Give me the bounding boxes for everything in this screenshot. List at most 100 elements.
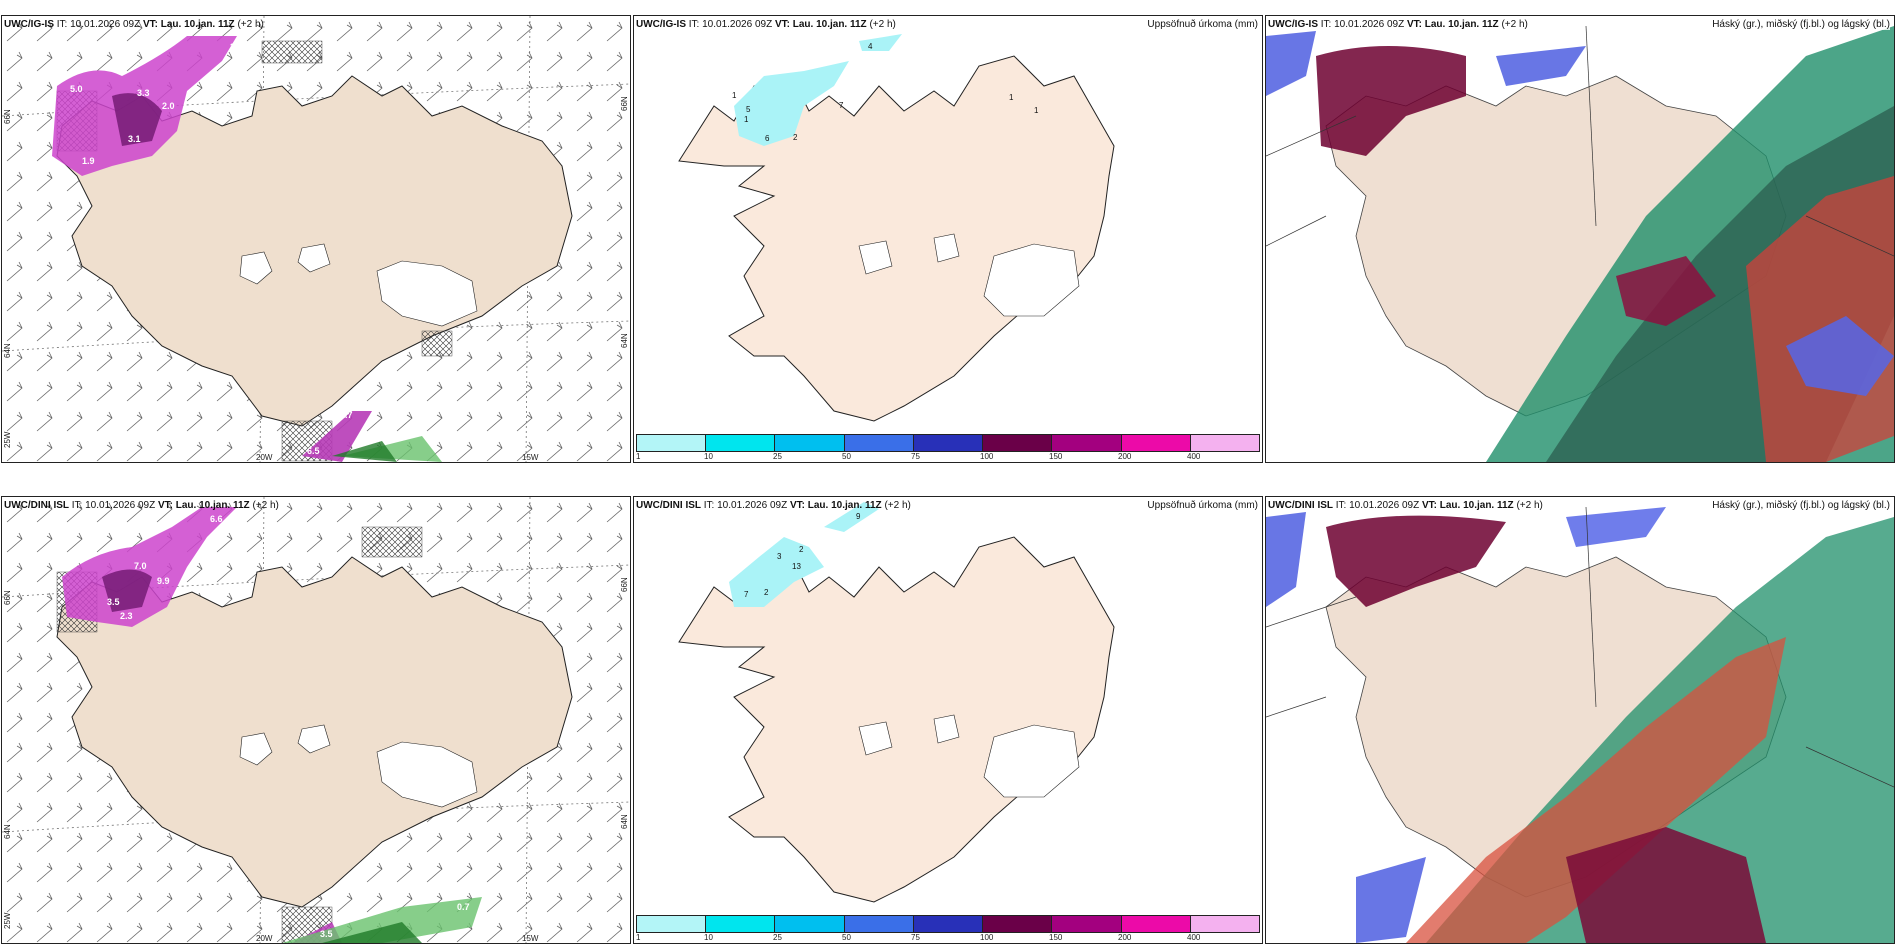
red-mid-cloud <box>1406 637 1786 943</box>
colorbar-segment <box>1121 435 1191 451</box>
panel-header: UWC/DINI ISL IT: 10.01.2026 09Z VT: Lau.… <box>636 500 911 511</box>
maroon-high-cloud <box>1316 46 1466 156</box>
glacier-hofsjokull <box>933 714 960 744</box>
glacier-langjokull <box>858 721 893 756</box>
colorbar-segment <box>1052 916 1122 932</box>
svg-text:6.6: 6.6 <box>210 514 223 524</box>
colorbar-label: 100 <box>980 933 994 942</box>
colorbar-label: 400 <box>1187 452 1201 461</box>
svg-text:1: 1 <box>744 115 749 124</box>
glacier-langjokull <box>239 251 273 285</box>
wind-speed-shading <box>62 507 482 943</box>
cloud-map <box>1266 16 1894 462</box>
glacier-langjokull <box>858 240 893 275</box>
svg-text:3.5: 3.5 <box>107 597 120 607</box>
colorbar-label: 1 <box>636 933 641 942</box>
admin-lines <box>1266 25 1894 257</box>
colorbar-segment <box>1052 435 1122 451</box>
panel-header: UWC/IG-IS IT: 10.01.2026 09Z VT: Lau. 10… <box>636 19 896 30</box>
svg-text:5.0: 5.0 <box>70 84 83 94</box>
glacier-vatnajokull <box>376 741 478 808</box>
cloud-title: Háský (gr.), miðský (fj.bl.) og lágský (… <box>1712 19 1890 30</box>
wind-speed-labels: 3.8 5.0 2.0 3.1 1.9 3.3 6.5 2.7 <box>70 42 353 456</box>
colorbar-segment <box>706 916 776 932</box>
glacier-hofsjokull <box>297 724 331 754</box>
colorbar-labels: 1 10 25 50 75 100 150 200 400 <box>636 933 1260 943</box>
blue-cloud-2 <box>1356 857 1426 943</box>
precip-map: 4 1 7 1 5 6 2 1 1 <box>678 34 1115 422</box>
svg-text:9: 9 <box>856 512 861 521</box>
panel-header: UWC/IG-IS IT: 10.01.2026 09Z VT: Lau. 10… <box>4 19 264 30</box>
glacier-hofsjokull <box>297 243 331 273</box>
glacier-vatnajokull <box>983 724 1080 798</box>
colorbar-label: 25 <box>773 933 782 942</box>
lat-label-66n-right: 66N <box>620 577 629 592</box>
precip-colorbar <box>636 434 1260 452</box>
blue-cloud <box>1266 31 1316 96</box>
svg-text:1: 1 <box>1034 106 1039 115</box>
colorbar-label: 75 <box>911 452 920 461</box>
precip-area-north <box>824 502 879 532</box>
colorbar-segment <box>706 435 776 451</box>
cloud-map-panel-row2: UWC/DINI ISL IT: 10.01.2026 09Z VT: Lau.… <box>1265 496 1895 944</box>
svg-text:1: 1 <box>1009 93 1014 102</box>
lat-label-64n: 64N <box>3 343 12 358</box>
colorbar-label: 75 <box>911 933 920 942</box>
svg-text:6: 6 <box>765 134 770 143</box>
svg-text:7: 7 <box>744 590 749 599</box>
colorbar-segment <box>844 916 914 932</box>
wind-speed-labels: 6.6 7.0 3.5 2.3 9.9 0.7 3.5 <box>107 514 470 939</box>
wind-map-panel-row2: UWC/DINI ISL IT: 10.01.2026 09Z VT: Lau.… <box>1 496 631 944</box>
lat-label-66n: 66N <box>3 109 12 124</box>
admin-lines <box>1266 506 1894 788</box>
svg-text:3: 3 <box>777 552 782 561</box>
precip-map-panel-row2: UWC/DINI ISL IT: 10.01.2026 09Z VT: Lau.… <box>633 496 1263 944</box>
panel-header: UWC/DINI ISL IT: 10.01.2026 09Z VT: Lau.… <box>1268 500 1543 511</box>
svg-text:2: 2 <box>764 588 769 597</box>
svg-text:2.7: 2.7 <box>340 410 353 420</box>
lat-label-64n-right: 64N <box>620 814 629 829</box>
maroon-high-cloud-2 <box>1616 256 1716 326</box>
svg-text:4: 4 <box>868 42 873 51</box>
glacier-hofsjokull <box>933 233 960 263</box>
colorbar-segment <box>775 435 845 451</box>
colorbar-segment <box>913 435 984 451</box>
colorbar-label: 200 <box>1118 933 1132 942</box>
cloud-map-panel-row1: UWC/IG-IS IT: 10.01.2026 09Z VT: Lau. 10… <box>1265 15 1895 463</box>
svg-text:6.5: 6.5 <box>307 446 320 456</box>
colorbar-label: 100 <box>980 452 994 461</box>
glacier-vatnajokull <box>376 260 478 327</box>
wind-speed-shading <box>52 36 442 462</box>
svg-text:1: 1 <box>732 91 737 100</box>
blue-cloud-3 <box>1566 507 1666 547</box>
svg-text:2: 2 <box>799 545 804 554</box>
lon-label-20w: 20W <box>256 934 273 943</box>
lon-label-15w: 15W <box>522 453 539 462</box>
svg-text:3.5: 3.5 <box>320 929 333 939</box>
blue-cloud <box>1266 512 1306 607</box>
iceland-landmass <box>678 55 1115 422</box>
precip-labels: 4 1 7 1 5 6 2 1 1 <box>732 42 1039 143</box>
lon-label-20w: 20W <box>256 453 273 462</box>
precip-area <box>734 61 849 146</box>
colorbar-segment <box>775 916 845 932</box>
colorbar-label: 150 <box>1049 933 1063 942</box>
precip-title: Uppsöfnuð úrkoma (mm) <box>1147 19 1258 30</box>
precip-map-panel-row1: UWC/IG-IS IT: 10.01.2026 09Z VT: Lau. 10… <box>633 15 1263 463</box>
colorbar-segment <box>844 435 914 451</box>
colorbar-segment <box>637 435 707 451</box>
colorbar-label: 1 <box>636 452 641 461</box>
svg-text:0.7: 0.7 <box>457 902 470 912</box>
svg-text:7: 7 <box>839 101 844 110</box>
lat-label-64n: 64N <box>3 824 12 839</box>
blue-cloud-2 <box>1496 46 1586 86</box>
wind-map: 6.6 7.0 3.5 2.3 9.9 0.7 3.5 <box>2 497 630 943</box>
colorbar-segment <box>1190 916 1259 932</box>
precip-title: Uppsöfnuð úrkoma (mm) <box>1147 500 1258 511</box>
precip-colorbar <box>636 915 1260 933</box>
maroon-high-cloud <box>1326 515 1506 607</box>
wind-map: 3.8 5.0 2.0 3.1 1.9 3.3 6.5 2.7 <box>2 16 630 462</box>
cloud-map <box>1266 497 1894 943</box>
svg-text:9.9: 9.9 <box>157 576 170 586</box>
svg-text:13: 13 <box>792 562 801 571</box>
